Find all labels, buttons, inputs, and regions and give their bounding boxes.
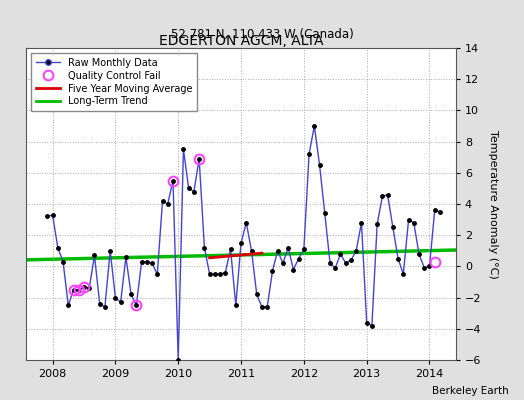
Y-axis label: Temperature Anomaly (°C): Temperature Anomaly (°C) — [488, 130, 498, 278]
Title: EDGERTON AGCM, ALTA: EDGERTON AGCM, ALTA — [159, 34, 323, 48]
Legend: Raw Monthly Data, Quality Control Fail, Five Year Moving Average, Long-Term Tren: Raw Monthly Data, Quality Control Fail, … — [31, 53, 198, 111]
Text: Berkeley Earth: Berkeley Earth — [432, 386, 508, 396]
Text: 52.781 N, 110.433 W (Canada): 52.781 N, 110.433 W (Canada) — [171, 28, 353, 41]
